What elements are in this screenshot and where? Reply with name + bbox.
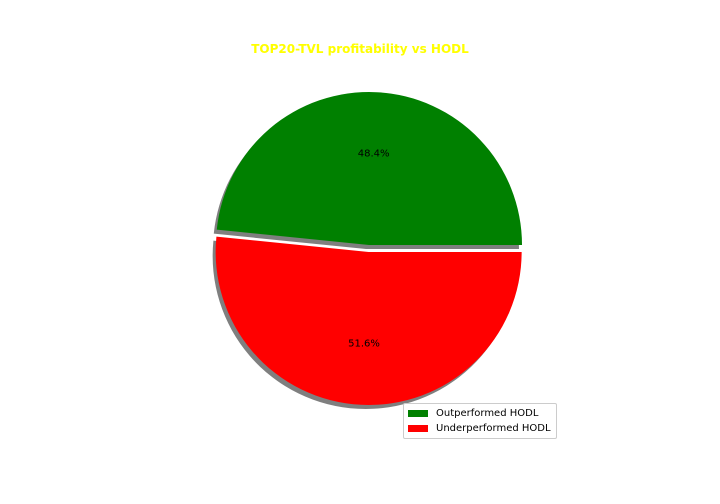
chart-title: TOP20-TVL profitability vs HODL — [251, 42, 469, 56]
legend-entry-outperformed: Outperformed HODL — [408, 406, 551, 421]
slice-percent-label-0: 48.4% — [358, 148, 390, 159]
legend-entry-underperformed: Underperformed HODL — [408, 421, 551, 436]
legend: Outperformed HODL Underperformed HODL — [403, 403, 557, 439]
legend-label-underperformed: Underperformed HODL — [436, 423, 551, 434]
slices — [215, 91, 522, 405]
pie-slice-0 — [216, 91, 522, 246]
pie-slice-1 — [215, 236, 522, 405]
slice-labels: 48.4% 51.6% — [348, 148, 389, 349]
legend-swatch-outperformed — [408, 410, 428, 417]
legend-label-outperformed: Outperformed HODL — [436, 408, 539, 419]
slice-percent-label-1: 51.6% — [348, 339, 380, 350]
legend-swatch-underperformed — [408, 425, 428, 432]
